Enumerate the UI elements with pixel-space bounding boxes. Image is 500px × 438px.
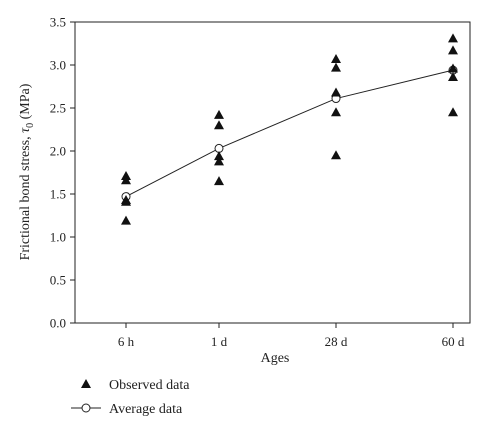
- observed-point: [448, 33, 458, 43]
- plot-frame: [74, 21, 471, 324]
- legend-triangle-icon: [81, 379, 91, 388]
- series-observed: [121, 33, 458, 225]
- series-average: [121, 65, 458, 202]
- observed-point: [214, 120, 224, 130]
- y-tick-label: 1.5: [50, 187, 66, 202]
- y-tick-label: 3.5: [50, 15, 66, 30]
- legend-label-average: Average data: [109, 402, 183, 417]
- observed-point: [448, 107, 458, 117]
- y-axis-label: Frictional bond stress, τ0 (MPa): [18, 83, 36, 260]
- legend-label-observed: Observed data: [109, 378, 190, 393]
- x-axis: 6 h 1 d 28 d 60 d: [118, 323, 465, 349]
- average-line: [125, 69, 454, 198]
- y-tick-label: 0.5: [50, 273, 66, 288]
- observed-point: [331, 150, 341, 160]
- observed-point: [214, 176, 224, 186]
- legend-item-average: Average data: [71, 402, 183, 417]
- legend-circle-icon: [81, 403, 91, 413]
- y-tick-label: 3.0: [50, 58, 66, 73]
- y-tick-label: 2.5: [50, 101, 66, 116]
- plot-border: [74, 21, 471, 324]
- observed-point: [121, 215, 131, 225]
- observed-point: [121, 175, 131, 185]
- legend-item-observed: Observed data: [81, 378, 190, 393]
- legend: Observed data Average data: [71, 378, 190, 417]
- x-axis-label: Ages: [261, 351, 290, 366]
- x-tick-label: 60 d: [442, 334, 465, 349]
- observed-point: [214, 156, 224, 166]
- observed-point: [331, 53, 341, 63]
- observed-point: [331, 87, 341, 97]
- observed-point: [214, 151, 224, 161]
- observed-point: [448, 63, 458, 73]
- x-tick-label: 6 h: [118, 334, 135, 349]
- x-tick-label: 28 d: [325, 334, 348, 349]
- observed-point: [214, 109, 224, 119]
- y-tick-label: 2.0: [50, 144, 66, 159]
- observed-point: [331, 62, 341, 72]
- y-tick-label: 1.0: [50, 230, 66, 245]
- observed-point: [448, 72, 458, 82]
- y-tick-label: 0.0: [50, 316, 66, 331]
- observed-point: [331, 107, 341, 117]
- x-tick-label: 1 d: [211, 334, 228, 349]
- observed-point: [121, 196, 131, 206]
- y-axis: 0.0 0.5 1.0 1.5 2.0 2.5 3.0 3.5: [50, 15, 75, 331]
- observed-point: [448, 45, 458, 55]
